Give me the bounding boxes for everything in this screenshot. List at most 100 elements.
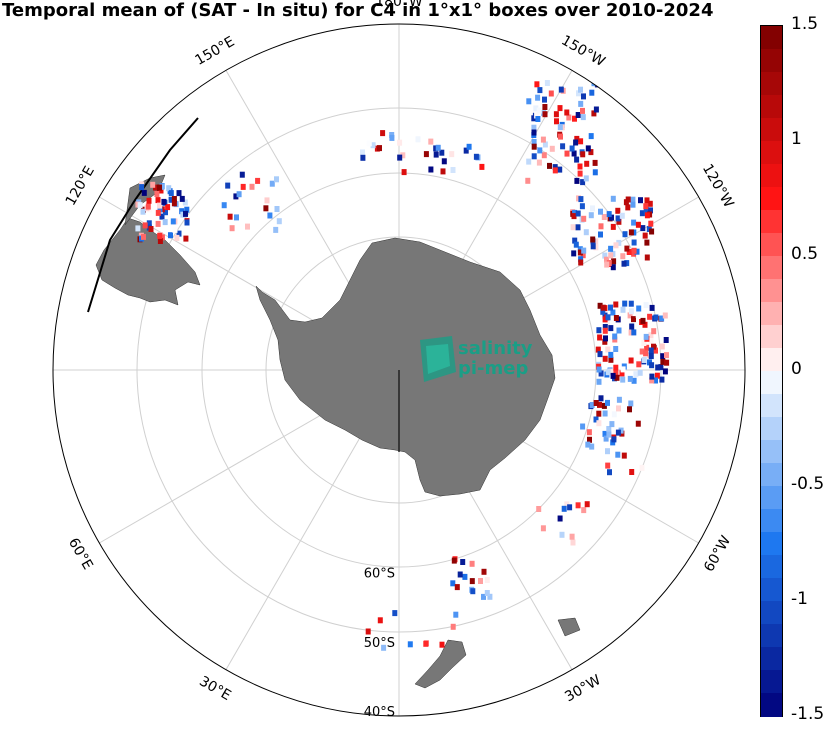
- data-cell: [649, 228, 655, 235]
- data-cell: [616, 239, 622, 246]
- data-cell: [593, 416, 599, 423]
- data-cell: [171, 196, 177, 202]
- data-cell: [557, 166, 563, 173]
- data-cell: [622, 300, 628, 307]
- data-cell: [643, 333, 649, 340]
- data-cell: [531, 129, 537, 136]
- data-cell: [267, 212, 273, 219]
- data-cell: [168, 232, 173, 239]
- data-cell: [601, 402, 607, 409]
- data-cell: [381, 644, 387, 651]
- data-cell: [603, 435, 609, 442]
- data-cell: [240, 183, 246, 190]
- data-cell: [642, 232, 648, 239]
- data-cell: [597, 351, 603, 358]
- data-cell: [587, 436, 592, 443]
- data-cell: [423, 640, 429, 647]
- colorbar-segment: [761, 72, 782, 96]
- data-cell: [606, 260, 612, 266]
- data-cell: [537, 87, 543, 94]
- data-cell: [576, 90, 581, 97]
- data-cell: [647, 313, 653, 320]
- data-cell: [450, 580, 456, 587]
- data-cell: [561, 505, 567, 512]
- longitude-label: 150°E: [193, 34, 238, 69]
- data-cell: [600, 304, 606, 311]
- data-cell: [542, 141, 548, 148]
- data-cell: [653, 347, 658, 354]
- colorbar-tick-label: -1: [791, 589, 808, 609]
- data-cell: [460, 559, 466, 565]
- data-cell: [610, 372, 616, 379]
- data-cell: [564, 109, 570, 116]
- data-cell: [473, 153, 479, 160]
- data-cell: [592, 159, 598, 166]
- data-cell: [603, 335, 608, 342]
- data-cell: [613, 242, 619, 249]
- data-cell: [596, 378, 602, 385]
- parallel-circle: [201, 172, 597, 568]
- data-cell: [566, 114, 572, 121]
- data-cell: [145, 203, 151, 210]
- map-boundary: [52, 23, 746, 717]
- data-cell: [639, 210, 645, 217]
- colorbar-segment: [761, 348, 782, 372]
- colorbar-tick-label: -1.5: [791, 704, 825, 724]
- data-cell: [620, 306, 626, 313]
- data-cell: [574, 135, 580, 142]
- tasmania: [557, 617, 581, 637]
- data-cell: [602, 252, 608, 259]
- data-cell: [614, 374, 620, 381]
- data-cell: [609, 214, 614, 221]
- data-cell: [554, 118, 559, 125]
- data-cell: [653, 314, 659, 321]
- data-cell: [163, 209, 168, 216]
- data-cell: [141, 233, 146, 240]
- data-cell: [423, 151, 429, 158]
- data-cell: [654, 372, 660, 379]
- data-cell: [577, 246, 583, 253]
- data-cell: [642, 321, 648, 328]
- data-cell: [553, 111, 559, 118]
- data-cell: [577, 170, 583, 177]
- data-cell: [470, 588, 476, 595]
- data-cell: [264, 197, 270, 204]
- data-cell: [487, 593, 493, 600]
- data-cell: [150, 181, 156, 188]
- latitude-labels: 60°S 50°S 40°S: [364, 567, 395, 720]
- data-cell: [542, 96, 547, 103]
- data-cell: [580, 114, 586, 121]
- data-cell: [441, 158, 447, 165]
- data-cell: [649, 373, 655, 380]
- colorbar-segment: [761, 302, 782, 326]
- data-cell: [602, 355, 608, 362]
- data-cell: [659, 343, 665, 350]
- data-cell: [569, 533, 575, 540]
- data-cell: [628, 329, 634, 336]
- data-cell: [269, 180, 275, 187]
- data-cell: [610, 223, 616, 230]
- data-cell: [407, 641, 413, 648]
- data-cell: [644, 239, 650, 246]
- data-cell: [598, 395, 604, 402]
- longitude-label: 60°W: [701, 533, 734, 575]
- data-cell: [166, 185, 172, 192]
- data-cell: [572, 115, 577, 122]
- data-cell: [236, 191, 242, 198]
- data-cell: [184, 219, 190, 226]
- antarctica: [255, 237, 556, 497]
- data-cell: [578, 256, 584, 263]
- data-cell: [574, 156, 580, 163]
- data-cell: [526, 158, 532, 165]
- colorbar-segment: [761, 26, 782, 50]
- data-cell: [602, 338, 608, 345]
- data-cell: [647, 200, 653, 207]
- data-cell: [635, 221, 641, 228]
- data-cell: [274, 206, 280, 212]
- colorbar-segment: [761, 693, 782, 717]
- data-cell: [608, 356, 614, 363]
- data-cell: [659, 376, 665, 383]
- colorbar-segment: [761, 670, 782, 694]
- data-cell: [569, 145, 575, 152]
- data-cell: [148, 226, 154, 232]
